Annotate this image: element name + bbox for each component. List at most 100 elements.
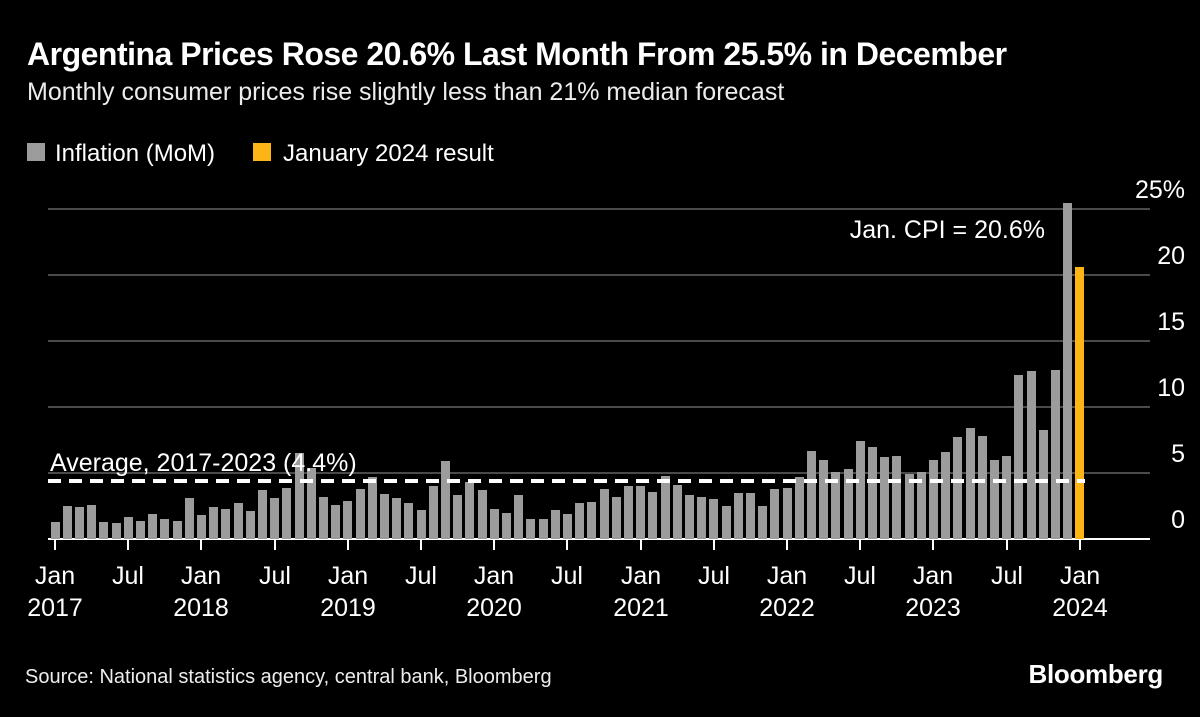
bar-2018-08 bbox=[282, 488, 291, 539]
bar-2020-01 bbox=[490, 509, 499, 539]
x-tick-jan-2024 bbox=[1079, 540, 1081, 550]
bar-2020-12 bbox=[624, 486, 633, 539]
x-label-jan-2023: Jan bbox=[912, 562, 954, 590]
bar-2022-06 bbox=[844, 469, 853, 539]
bar-2023-01 bbox=[929, 460, 938, 539]
average-dashed-line bbox=[48, 478, 1085, 483]
legend-swatch-inflation-mom bbox=[27, 143, 45, 161]
bar-2023-08 bbox=[1014, 375, 1023, 539]
y-axis-label-5: 5 bbox=[1171, 440, 1185, 469]
x-year-label-2024: 2024 bbox=[1052, 594, 1108, 622]
x-year-label-2023: 2023 bbox=[905, 594, 961, 622]
y-axis-label-15: 15 bbox=[1157, 308, 1185, 337]
bar-2023-07 bbox=[1002, 456, 1011, 539]
bar-2020-10 bbox=[600, 489, 609, 539]
y-axis-label-25: 25% bbox=[1134, 176, 1185, 205]
bar-2019-09 bbox=[441, 461, 450, 539]
bar-2023-06 bbox=[990, 460, 999, 539]
x-tick-jan-2021 bbox=[640, 540, 642, 550]
bar-2019-04 bbox=[380, 494, 389, 539]
bar-2018-12 bbox=[331, 505, 340, 539]
bar-2017-11 bbox=[173, 521, 182, 539]
jan-cpi-annotation: Jan. CPI = 20.6% bbox=[849, 216, 1045, 244]
gridline-20 bbox=[48, 274, 1150, 277]
average-line-label: Average, 2017-2023 (4.4%) bbox=[50, 449, 357, 477]
bar-2023-02 bbox=[941, 452, 950, 539]
bar-2021-08 bbox=[722, 506, 731, 539]
x-label-jan-2019: Jan bbox=[327, 562, 369, 590]
bar-2019-10 bbox=[453, 495, 462, 539]
bar-2022-11 bbox=[905, 474, 914, 539]
bar-2022-01 bbox=[783, 488, 792, 539]
bar-2020-05 bbox=[539, 519, 548, 539]
bar-2020-09 bbox=[587, 502, 596, 539]
gridline-10 bbox=[48, 406, 1150, 409]
x-label-jan-2022: Jan bbox=[766, 562, 808, 590]
bar-2021-07 bbox=[709, 499, 718, 539]
gridline-25 bbox=[48, 208, 1150, 211]
x-tick-jan-2022 bbox=[786, 540, 788, 550]
bar-2021-11 bbox=[758, 506, 767, 539]
x-year-label-2017: 2017 bbox=[27, 594, 83, 622]
bar-2019-02 bbox=[356, 489, 365, 539]
bar-2022-12 bbox=[917, 472, 926, 539]
bar-2018-11 bbox=[319, 497, 328, 539]
bar-2017-08 bbox=[136, 521, 145, 539]
x-label-jul: Jul bbox=[698, 562, 730, 590]
bar-2019-08 bbox=[429, 486, 438, 539]
x-year-label-2018: 2018 bbox=[173, 594, 229, 622]
bar-2022-04 bbox=[819, 460, 828, 539]
bar-2017-05 bbox=[99, 522, 108, 539]
x-label-jan-2024: Jan bbox=[1059, 562, 1101, 590]
bar-2022-03 bbox=[807, 451, 816, 539]
gridline-5 bbox=[48, 472, 1150, 475]
bar-2018-02 bbox=[209, 507, 218, 539]
bar-2023-12 bbox=[1063, 203, 1072, 539]
x-year-label-2022: 2022 bbox=[759, 594, 815, 622]
bar-2021-09 bbox=[734, 493, 743, 539]
bar-2020-08 bbox=[575, 503, 584, 539]
bar-2021-06 bbox=[697, 497, 706, 539]
x-label-jan-2018: Jan bbox=[180, 562, 222, 590]
y-axis-label-20: 20 bbox=[1157, 242, 1185, 271]
x-tick-jul- bbox=[420, 540, 422, 550]
bar-2018-05 bbox=[246, 511, 255, 539]
x-label-jul: Jul bbox=[405, 562, 437, 590]
bar-2023-11 bbox=[1051, 370, 1060, 539]
bar-2018-03 bbox=[221, 509, 230, 539]
bar-2020-03 bbox=[514, 495, 523, 539]
x-tick-jul- bbox=[1006, 540, 1008, 550]
bar-2018-01 bbox=[197, 515, 206, 539]
x-label-jan-2020: Jan bbox=[473, 562, 515, 590]
bar-2019-12 bbox=[478, 490, 487, 539]
bar-2024-01-highlight bbox=[1075, 267, 1084, 539]
bar-2018-04 bbox=[234, 503, 243, 539]
x-tick-jan-2020 bbox=[493, 540, 495, 550]
source-note: Source: National statistics agency, cent… bbox=[25, 666, 552, 688]
x-tick-jan-2017 bbox=[54, 540, 56, 550]
x-label-jan-2017: Jan bbox=[34, 562, 76, 590]
bar-2021-10 bbox=[746, 493, 755, 539]
bar-2022-02 bbox=[795, 477, 804, 539]
x-axis-baseline bbox=[48, 538, 1150, 540]
y-axis-label-0: 0 bbox=[1171, 506, 1185, 534]
bar-2023-04 bbox=[966, 428, 975, 539]
bar-2018-07 bbox=[270, 498, 279, 539]
bar-2020-11 bbox=[612, 497, 621, 539]
x-year-label-2020: 2020 bbox=[466, 594, 522, 622]
x-tick-jul- bbox=[274, 540, 276, 550]
x-tick-jul- bbox=[127, 540, 129, 550]
bar-2017-07 bbox=[124, 517, 133, 539]
legend-label-inflation-mom: Inflation (MoM) bbox=[55, 140, 216, 167]
bar-2019-05 bbox=[392, 498, 401, 539]
bar-2017-01 bbox=[51, 522, 60, 539]
bloomberg-logo: Bloomberg bbox=[1028, 659, 1163, 689]
x-year-label-2019: 2019 bbox=[320, 594, 376, 622]
x-year-label-2021: 2021 bbox=[613, 594, 669, 622]
bar-2022-08 bbox=[868, 447, 877, 539]
x-tick-jul- bbox=[859, 540, 861, 550]
x-tick-jul- bbox=[713, 540, 715, 550]
bar-2018-09 bbox=[295, 453, 304, 539]
bar-2021-02 bbox=[648, 492, 657, 539]
